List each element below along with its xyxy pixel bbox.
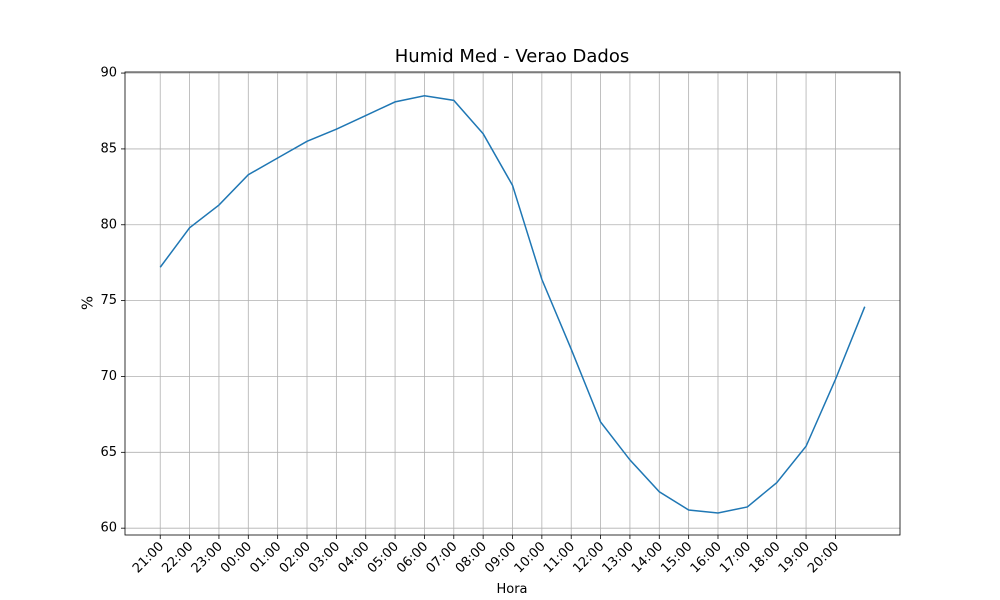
y-tick-label: 90 bbox=[100, 66, 117, 81]
y-axis-label: % bbox=[79, 296, 97, 310]
y-tick-label: 65 bbox=[100, 445, 117, 460]
x-tick-label: 08:00 bbox=[453, 539, 490, 576]
x-tick-label: 05:00 bbox=[365, 539, 402, 576]
y-tick-label: 60 bbox=[100, 521, 117, 536]
line bbox=[159, 95, 866, 514]
x-tick-label: 22:00 bbox=[159, 539, 196, 576]
y-tick-label: 70 bbox=[100, 369, 117, 384]
x-tick-label: 19:00 bbox=[776, 539, 813, 576]
x-tick-label: 02:00 bbox=[277, 539, 314, 576]
x-axis-label: Hora bbox=[496, 582, 527, 597]
x-tick-label: 20:00 bbox=[805, 539, 842, 576]
x-tick-label: 18:00 bbox=[746, 539, 783, 576]
x-tick-label: 23:00 bbox=[189, 539, 226, 576]
x-tick-label: 06:00 bbox=[394, 539, 431, 576]
y-tick-label: 85 bbox=[100, 141, 117, 156]
y-tick-label: 80 bbox=[100, 217, 117, 232]
x-tick-label: 10:00 bbox=[512, 539, 549, 576]
x-tick-label: 14:00 bbox=[629, 539, 666, 576]
x-tick-label: 11:00 bbox=[541, 539, 578, 576]
x-tick-label: 13:00 bbox=[600, 539, 637, 576]
x-tick-label: 00:00 bbox=[218, 539, 255, 576]
x-tick-label: 03:00 bbox=[306, 539, 343, 576]
y-tick-label: 75 bbox=[100, 293, 117, 308]
x-tick-label: 12:00 bbox=[570, 539, 607, 576]
x-tick-label: 15:00 bbox=[658, 539, 695, 576]
chart-title: Humid Med - Verao Dados bbox=[395, 46, 629, 67]
plot-frame bbox=[124, 71, 901, 536]
x-tick-label: 01:00 bbox=[247, 539, 284, 576]
x-tick-label: 21:00 bbox=[130, 539, 167, 576]
x-tick-label: 09:00 bbox=[482, 539, 519, 576]
x-tick-label: 07:00 bbox=[424, 539, 461, 576]
x-tick-label: 04:00 bbox=[335, 539, 372, 576]
x-tick-label: 17:00 bbox=[717, 539, 754, 576]
x-tick-label: 16:00 bbox=[688, 539, 725, 576]
